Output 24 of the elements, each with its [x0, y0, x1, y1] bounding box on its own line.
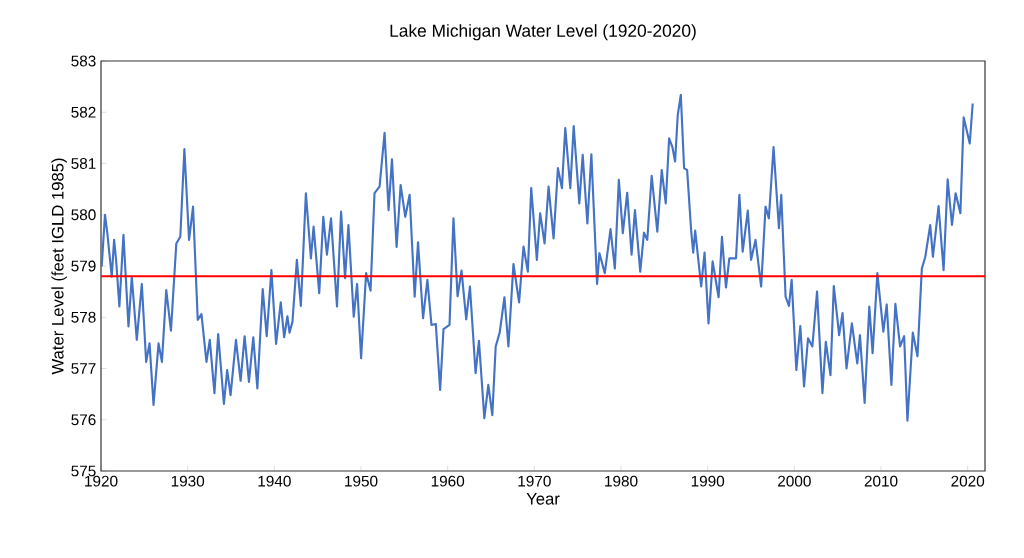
x-tick-label: 1980 — [605, 475, 638, 487]
y-axis-title: Water Level (feet IGLD 1985) — [51, 158, 67, 375]
y-tick-label: 575 — [71, 465, 96, 477]
y-tick-label: 577 — [71, 363, 96, 374]
x-axis-title: Year — [526, 493, 560, 505]
y-tick-label: 576 — [71, 414, 96, 426]
x-tick-label: 1920 — [85, 475, 118, 487]
x-tick-label: 1990 — [691, 475, 725, 487]
y-tick-label: 578 — [71, 311, 96, 323]
y-tick-label: 580 — [71, 209, 96, 221]
y-tick-label: 582 — [71, 106, 96, 118]
x-tick-label: 1930 — [171, 475, 205, 487]
x-tick-label: 1960 — [431, 475, 465, 487]
x-tick-label: 2020 — [951, 475, 985, 487]
y-tick-label: 583 — [71, 55, 96, 67]
x-tick-label: 1950 — [345, 475, 378, 487]
x-tick-label: 2000 — [778, 475, 811, 487]
y-tick-label: 579 — [71, 260, 96, 272]
x-tick-label: 2010 — [864, 475, 898, 487]
y-tick-label: 581 — [71, 158, 96, 169]
x-tick-label: 1970 — [518, 475, 551, 487]
line-series — [101, 93, 974, 422]
x-tick-label: 1940 — [258, 475, 291, 487]
chart-title: Lake Michigan Water Level (1920-2020) — [390, 24, 696, 41]
